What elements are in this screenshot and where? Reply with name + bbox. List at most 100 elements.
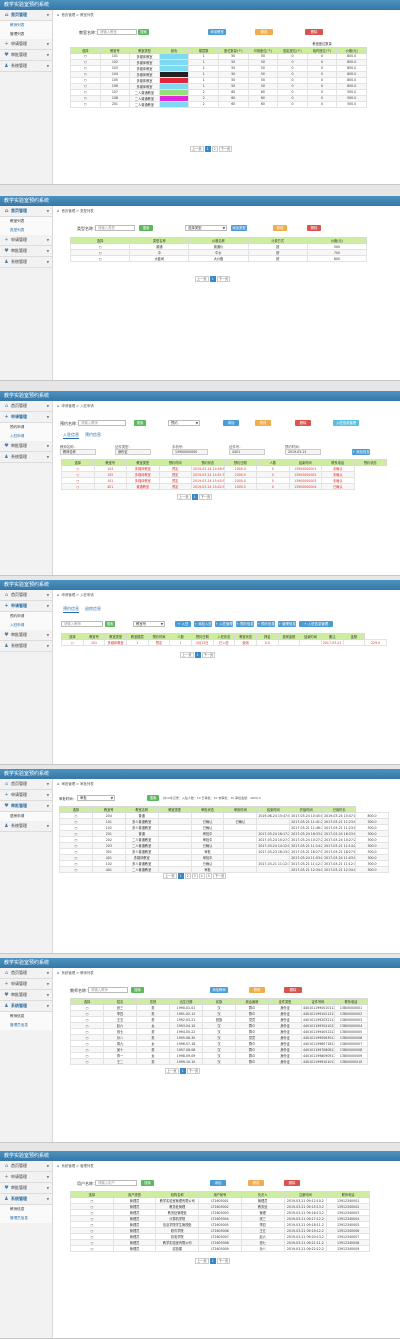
sidebar-item[interactable]: ♥ 审批管理 ▼: [0, 441, 52, 452]
page-link[interactable]: 2: [211, 146, 218, 152]
approval-select[interactable]: 审批 ▼: [77, 795, 115, 801]
row-select[interactable]: ○: [69, 255, 131, 262]
add-info-button[interactable]: + 添加信息: [352, 449, 370, 455]
sidebar-item[interactable]: ⌂ 首页管理 ▼: [0, 401, 52, 412]
action-button-1[interactable]: + 入驻: [175, 621, 191, 627]
page-link[interactable]: 下一页: [186, 1068, 201, 1074]
radio-icon[interactable]: ○: [85, 1041, 89, 1046]
radio-icon[interactable]: ○: [83, 96, 87, 100]
page-link[interactable]: 上一页: [195, 1258, 209, 1264]
radio-icon[interactable]: ○: [74, 825, 78, 830]
field-name[interactable]: 教师名称: [60, 449, 96, 455]
radio-icon[interactable]: ○: [85, 1017, 89, 1022]
sidebar-subitem[interactable]: 教师信息: [0, 1205, 52, 1214]
page-link[interactable]: 下一页: [212, 873, 227, 879]
search-button[interactable]: 搜索: [139, 225, 153, 231]
sidebar-item[interactable]: + 申请管理 ▼: [0, 412, 52, 423]
radio-icon[interactable]: ○: [85, 1029, 89, 1034]
tab-reservation-info[interactable]: 预约信息: [85, 432, 101, 437]
radio-icon[interactable]: ○: [90, 1210, 94, 1215]
search-button[interactable]: 搜索: [134, 420, 146, 426]
radio-icon[interactable]: ○: [74, 831, 78, 836]
sidebar-item[interactable]: + 申请管理 ▼: [0, 235, 52, 246]
sidebar-item[interactable]: ♟ 系统管理 ▼: [0, 61, 52, 72]
sidebar-subitem[interactable]: 入驻申请: [0, 621, 52, 630]
sidebar-item[interactable]: ♟ 系统管理 ▼: [0, 821, 52, 832]
page-link[interactable]: 下一页: [201, 652, 216, 658]
sidebar-subitem[interactable]: 管理员信息: [0, 1021, 52, 1030]
sidebar-item[interactable]: ⌂ 首页管理 ▼: [0, 1161, 52, 1172]
field-phone[interactable]: 13900000000: [172, 449, 208, 455]
radio-icon[interactable]: ○: [70, 640, 74, 645]
radio-icon[interactable]: ○: [85, 1035, 89, 1040]
radio-icon[interactable]: ○: [90, 1204, 94, 1209]
page-link[interactable]: 1: [179, 1068, 186, 1074]
delete-button[interactable]: 删除: [307, 225, 321, 231]
sidebar-item[interactable]: ♥ 审批管理 ▼: [0, 630, 52, 641]
search-input[interactable]: 请输入用户: [95, 1180, 137, 1186]
radio-icon[interactable]: ○: [85, 1011, 89, 1016]
search-input[interactable]: 请输入类型: [95, 225, 135, 231]
action-button-4[interactable]: + 预约信息: [236, 621, 254, 627]
tab-checkin-info[interactable]: 入驻信息: [63, 432, 79, 439]
page-link[interactable]: 上一页: [165, 1068, 179, 1074]
radio-icon[interactable]: ○: [76, 484, 80, 489]
add-room-button[interactable]: 添加教室: [208, 29, 226, 35]
page-link[interactable]: 3: [191, 873, 198, 879]
edit-button[interactable]: 修改: [255, 420, 271, 426]
search-input[interactable]: 请输入教师: [78, 420, 126, 426]
radio-icon[interactable]: ○: [98, 244, 102, 249]
sidebar-subitem[interactable]: 退房申请: [0, 812, 52, 821]
table-row[interactable]: ○ 201 二人普通教室 2 60 60 0 0 500.0: [70, 100, 367, 108]
table-row[interactable]: ○孙八男1995-06-30汉党员身份证44010119950630123413…: [70, 1034, 368, 1041]
radio-icon[interactable]: ○: [83, 72, 87, 76]
radio-icon[interactable]: ○: [76, 472, 80, 477]
radio-icon[interactable]: ○: [83, 102, 87, 106]
search-button[interactable]: 搜索: [131, 987, 144, 993]
sidebar-item[interactable]: ♥ 审批管理 ▼: [0, 1183, 52, 1194]
row-select[interactable]: ○: [70, 1245, 114, 1252]
page-link[interactable]: 上一页: [163, 873, 177, 879]
radio-icon[interactable]: ○: [74, 849, 78, 854]
search-input[interactable]: 请输入教师: [88, 987, 128, 993]
radio-icon[interactable]: ○: [74, 855, 78, 860]
radio-icon[interactable]: ○: [85, 1005, 89, 1010]
tab-checkout-info[interactable]: 退房信息: [85, 606, 101, 611]
sidebar-subitem[interactable]: 教室列表: [0, 217, 52, 226]
radio-icon[interactable]: ○: [98, 250, 102, 255]
add-teacher-button[interactable]: 添加教师: [210, 987, 228, 993]
edit-button[interactable]: 修改: [249, 987, 265, 993]
radio-icon[interactable]: ○: [74, 843, 78, 848]
tab-reservation-info[interactable]: 预约信息: [63, 606, 79, 613]
search-input[interactable]: 请输入教室: [97, 29, 137, 35]
page-link[interactable]: 下一页: [218, 146, 233, 152]
radio-icon[interactable]: ○: [83, 60, 87, 64]
radio-icon[interactable]: ○: [98, 256, 102, 261]
radio-icon[interactable]: ○: [90, 1222, 94, 1227]
sidebar-subitem[interactable]: 入驻申请: [0, 432, 52, 441]
page-link[interactable]: 2: [184, 873, 191, 879]
sidebar-subitem[interactable]: 类型列表: [0, 226, 52, 235]
table-row[interactable]: ○ 管理员 教务处管理 LT1605002 教务处 2019-03-21 09:15:13…: [70, 1203, 370, 1210]
search-button[interactable]: 搜索: [138, 29, 149, 35]
sidebar-item[interactable]: + 申请管理 ▼: [0, 1172, 52, 1183]
page-link[interactable]: 4: [198, 873, 205, 879]
sidebar-item[interactable]: ♟ 系统管理 ▼: [0, 257, 52, 268]
radio-icon[interactable]: ○: [83, 66, 87, 70]
delete-button[interactable]: 删除: [305, 29, 323, 35]
sidebar-item[interactable]: ⌂ 首页管理 ▼: [0, 10, 52, 21]
sidebar-item[interactable]: ♥ 审批管理 ▼: [0, 50, 52, 61]
radio-icon[interactable]: ○: [83, 90, 87, 94]
table-row[interactable]: ○ 104 多媒体教室 1 50 50 0 0 800.0: [70, 70, 367, 78]
page-link[interactable]: 1: [177, 873, 184, 879]
edit-button[interactable]: 修改: [255, 29, 273, 35]
table-row[interactable]: ○ 王二男1999-10-10汉群众身份证44010119991010123413…: [70, 1058, 368, 1065]
sidebar-item[interactable]: ♥ 审批管理 ▼: [0, 990, 52, 1001]
field-time[interactable]: 2019-03-21: [285, 449, 321, 455]
page-link[interactable]: 下一页: [216, 276, 231, 282]
table-row[interactable]: ○钱七男1994-05-22汉群众身份证44010119940522123413…: [70, 1028, 368, 1035]
